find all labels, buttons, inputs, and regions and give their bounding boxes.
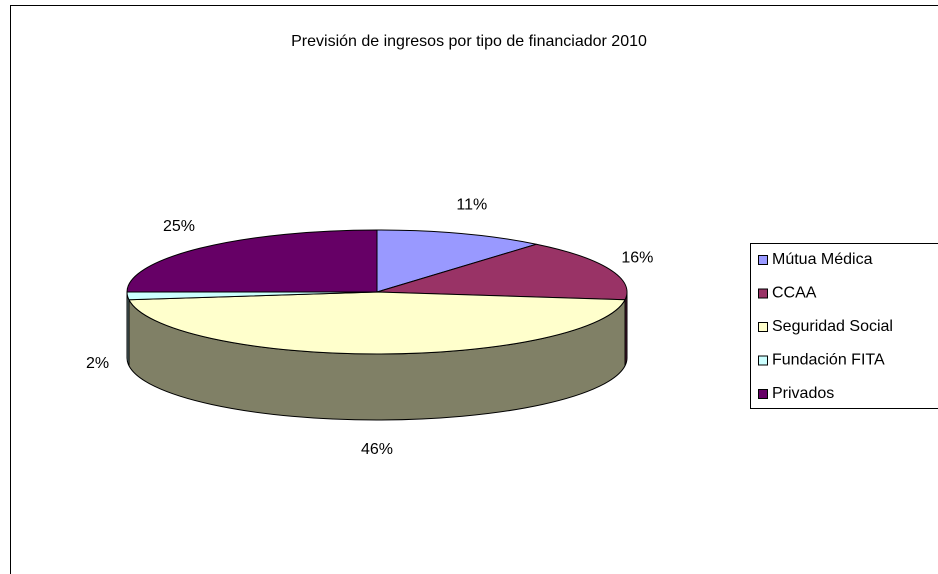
legend-box xyxy=(750,243,938,409)
legend-label: Fundación FITA xyxy=(772,352,885,369)
legend-swatch xyxy=(758,255,768,265)
legend-label: Mútua Médica xyxy=(772,251,873,268)
pie-slice xyxy=(128,291,626,355)
legend-swatch xyxy=(758,355,768,366)
data-label: 2% xyxy=(86,355,109,372)
chart-title: Previsión de ingresos por tipo de financ… xyxy=(291,33,647,50)
pie-slice xyxy=(376,229,537,293)
legend-label: Seguridad Social xyxy=(772,318,893,335)
legend-swatch xyxy=(758,389,768,399)
legend-label: Privados xyxy=(772,385,834,402)
data-label: 46% xyxy=(361,441,393,458)
legend-label: CCAA xyxy=(772,285,817,302)
data-label: 25% xyxy=(163,218,195,235)
pie-side xyxy=(126,291,130,366)
legend-swatch xyxy=(758,322,768,332)
pie-slice xyxy=(376,243,628,301)
data-label: 16% xyxy=(621,249,653,266)
pie-slice xyxy=(126,229,378,293)
data-label: 11% xyxy=(456,197,487,214)
legend-swatch xyxy=(758,288,768,299)
